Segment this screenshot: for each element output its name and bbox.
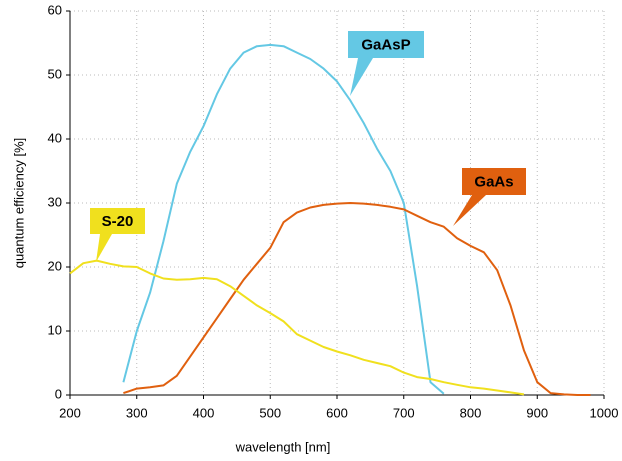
callout-pointer	[453, 195, 486, 226]
y-axis-label: quantum efficiency [%]	[11, 138, 26, 269]
y-tick-label: 20	[48, 258, 62, 273]
callout-box	[90, 208, 145, 234]
legend-label: S-20	[102, 213, 134, 230]
legend-callout: S-20	[90, 208, 145, 262]
series-line	[123, 202, 591, 396]
y-tick-label: 10	[48, 322, 62, 337]
x-tick-label: 700	[393, 405, 415, 420]
y-tick-label: 0	[55, 386, 62, 401]
y-tick-label: 60	[48, 2, 62, 17]
series-line	[122, 43, 445, 395]
x-tick-label: 800	[460, 405, 482, 420]
x-axis-label: wavelength [nm]	[235, 439, 331, 454]
series-line	[69, 259, 525, 396]
y-tick-label: 40	[48, 130, 62, 145]
legend-label: GaAsP	[361, 36, 410, 53]
x-tick-label: 300	[126, 405, 148, 420]
legend-callout: GaAsP	[348, 31, 424, 96]
legend-label: GaAs	[474, 173, 513, 190]
x-tick-label: 400	[193, 405, 215, 420]
callout-pointer	[350, 58, 373, 96]
x-tick-label: 500	[259, 405, 281, 420]
y-tick-label: 50	[48, 66, 62, 81]
callout-pointer	[96, 234, 112, 262]
legend-callout: GaAs	[453, 168, 526, 226]
x-tick-label: 600	[326, 405, 348, 420]
y-tick-label: 30	[48, 194, 62, 209]
x-tick-label: 200	[59, 405, 81, 420]
callout-box	[348, 31, 424, 58]
x-tick-label: 1000	[590, 405, 619, 420]
x-tick-label: 900	[526, 405, 548, 420]
callout-box	[462, 168, 526, 195]
